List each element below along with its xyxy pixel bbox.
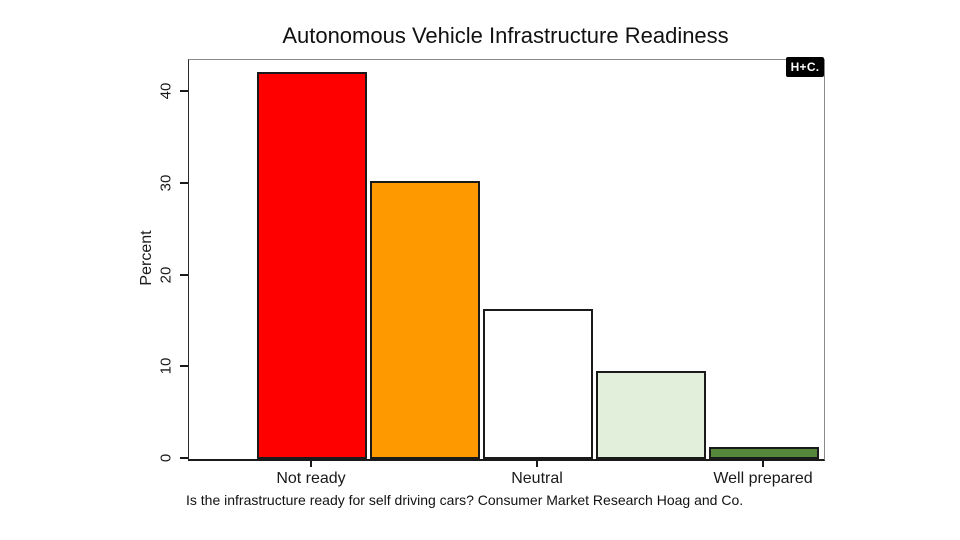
bar-well-prepared <box>709 447 819 459</box>
y-tick-label: 30 <box>157 174 175 192</box>
x-tick-mark <box>536 460 538 467</box>
y-tick-mark <box>180 457 188 459</box>
brand-badge: H+C. <box>786 57 824 77</box>
x-tick-mark <box>310 460 312 467</box>
bar-series-2 <box>370 181 480 459</box>
bar-neutral <box>483 309 593 459</box>
chart-caption: Is the infrastructure ready for self dri… <box>186 492 744 508</box>
y-axis-label: Percent <box>138 230 155 286</box>
bar-series-4 <box>596 371 706 459</box>
y-tick-mark <box>180 365 188 368</box>
x-tick-mark <box>762 460 764 467</box>
x-tick-label: Not ready <box>276 470 346 487</box>
y-tick-mark <box>180 273 188 276</box>
y-tick-label: 10 <box>157 357 175 375</box>
y-tick-label: 20 <box>157 266 175 283</box>
bar-not-ready <box>257 72 367 459</box>
x-tick-label: Neutral <box>511 470 563 487</box>
plot-area <box>188 59 825 461</box>
y-tick-mark <box>180 181 188 184</box>
x-tick-label: Well prepared <box>713 470 813 487</box>
y-tick-mark <box>180 90 188 93</box>
y-tick-label: 40 <box>157 82 175 100</box>
chart-title: Autonomous Vehicle Infrastructure Readin… <box>282 23 729 48</box>
y-tick-label: 0 <box>157 453 175 463</box>
